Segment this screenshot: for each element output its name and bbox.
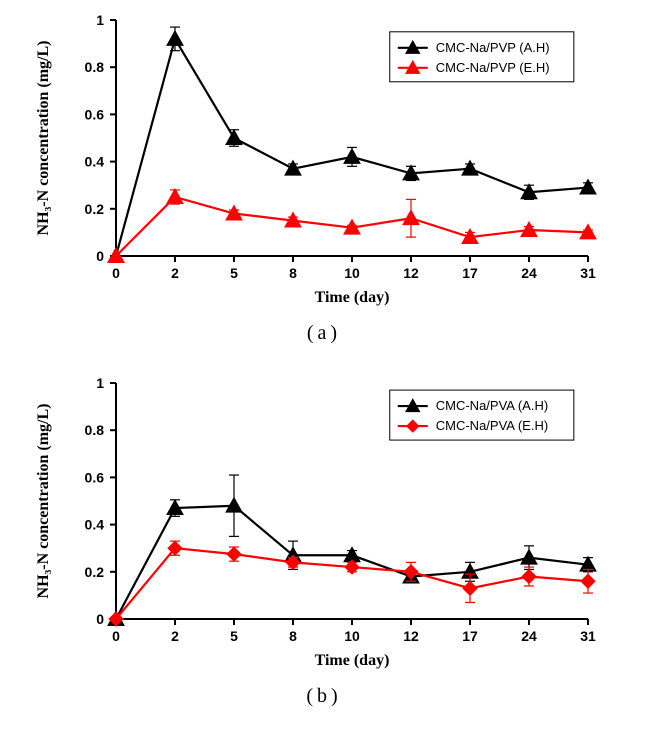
svg-text:31: 31 <box>580 265 596 281</box>
svg-text:5: 5 <box>230 265 238 281</box>
chart-b-wrap: 00.20.40.60.8102581012172431Time (day)NH… <box>24 373 624 673</box>
svg-text:0.8: 0.8 <box>85 59 105 75</box>
svg-text:0: 0 <box>96 611 104 627</box>
svg-text:0.2: 0.2 <box>85 201 105 217</box>
svg-text:0.6: 0.6 <box>85 469 105 485</box>
svg-text:0: 0 <box>96 248 104 264</box>
svg-text:CMC-Na/PVA (A.H): CMC-Na/PVA (A.H) <box>436 398 548 413</box>
sublabel-a: (a) <box>307 322 341 345</box>
chart-a-wrap: 00.20.40.60.8102581012172431Time (day)NH… <box>24 10 624 310</box>
svg-text:NH₃-N concentration (mg/L): NH₃-N concentration (mg/L) <box>35 404 52 599</box>
svg-text:10: 10 <box>344 265 360 281</box>
svg-text:8: 8 <box>289 265 297 281</box>
svg-text:Time (day): Time (day) <box>315 289 390 306</box>
figure-container: 00.20.40.60.8102581012172431Time (day)NH… <box>0 0 648 726</box>
svg-text:8: 8 <box>289 628 297 644</box>
svg-text:17: 17 <box>462 265 478 281</box>
svg-text:24: 24 <box>521 265 537 281</box>
svg-text:0.4: 0.4 <box>85 154 105 170</box>
svg-text:CMC-Na/PVP (E.H): CMC-Na/PVP (E.H) <box>436 60 550 75</box>
svg-text:Time (day): Time (day) <box>315 652 390 669</box>
svg-text:CMC-Na/PVA (E.H): CMC-Na/PVA (E.H) <box>436 418 548 433</box>
svg-text:0.6: 0.6 <box>85 106 105 122</box>
svg-text:0: 0 <box>112 265 120 281</box>
svg-text:5: 5 <box>230 628 238 644</box>
svg-text:0.2: 0.2 <box>85 564 105 580</box>
svg-text:2: 2 <box>171 628 179 644</box>
chart-b: 00.20.40.60.8102581012172431Time (day)NH… <box>24 373 624 673</box>
svg-text:12: 12 <box>403 265 419 281</box>
svg-text:0.4: 0.4 <box>85 517 105 533</box>
svg-text:10: 10 <box>344 628 360 644</box>
svg-text:0.8: 0.8 <box>85 422 105 438</box>
svg-text:1: 1 <box>96 12 104 28</box>
svg-text:31: 31 <box>580 628 596 644</box>
svg-text:17: 17 <box>462 628 478 644</box>
svg-text:CMC-Na/PVP (A.H): CMC-Na/PVP (A.H) <box>436 40 550 55</box>
svg-text:1: 1 <box>96 375 104 391</box>
svg-text:NH₃-N concentration (mg/L): NH₃-N concentration (mg/L) <box>35 41 52 236</box>
sublabel-b: (b) <box>306 685 341 708</box>
chart-a: 00.20.40.60.8102581012172431Time (day)NH… <box>24 10 624 310</box>
svg-text:12: 12 <box>403 628 419 644</box>
svg-text:24: 24 <box>521 628 537 644</box>
svg-text:0: 0 <box>112 628 120 644</box>
svg-text:2: 2 <box>171 265 179 281</box>
